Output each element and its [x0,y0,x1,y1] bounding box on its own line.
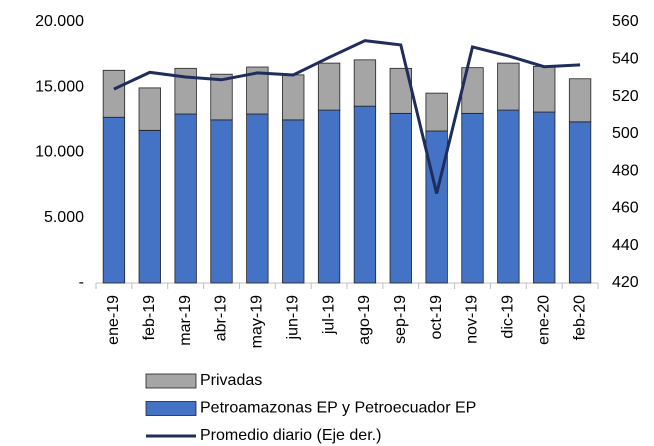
x-tick-label: dic-19 [500,295,517,339]
bar-segment [317,109,341,284]
bar-segment [425,130,448,284]
x-tick-label: jun-19 [284,295,301,341]
x-tick-label: oct-19 [428,295,445,340]
bar-segment [353,105,377,284]
bar-segment [497,109,520,284]
bar-segment [353,59,377,107]
y2-tick-label: 480 [612,162,639,179]
legend-swatch [145,401,197,416]
y-tick-label: 10.000 [35,144,84,161]
x-tick-label: feb-20 [571,295,588,340]
bar-segment [246,113,269,284]
x-tick-label: ene-19 [105,295,122,345]
x-tick-label: nov-19 [464,295,481,344]
bar-segment [210,73,233,121]
bar-segment [461,112,484,284]
y-tick-label: 5.000 [44,209,84,226]
legend-label: Petroamazonas EP y Petroecuador EP [200,400,476,417]
bar-segment [533,65,556,113]
legend-label: Promedio diario (Eje der.) [200,427,381,444]
y2-tick-label: 500 [612,125,639,142]
y2-tick-label: 520 [612,88,639,105]
bar-segment [317,62,341,111]
bar-segment [102,69,126,118]
y2-tick-label: 420 [612,274,639,291]
bar-segment [174,113,197,284]
legend-label: Privadas [200,372,262,389]
x-tick-label: sep-19 [392,295,409,344]
x-tick-label: may-19 [249,295,266,348]
bar-segment [282,74,305,121]
x-tick-label: abr-19 [213,295,230,341]
y2-tick-label: 540 [612,51,639,68]
bar-segment [138,87,161,131]
x-tick-label: jul-19 [320,295,337,335]
bar-segment [568,121,592,284]
bar-segment [138,129,161,284]
bar-segment [425,92,448,132]
x-tick-label: ago-19 [356,295,373,345]
bar-segment [389,112,412,284]
line-series [113,39,581,194]
bar-segment [210,119,233,284]
y-tick-label: 15.000 [35,78,84,95]
bar-segment [533,111,556,284]
x-tick-label: mar-19 [177,295,194,346]
y-tick-label: - [79,274,84,291]
y2-tick-label: 440 [612,237,639,254]
bar-segment [102,116,126,284]
y2-tick-label: 560 [612,13,639,30]
y-tick-label: 20.000 [35,13,84,30]
bar-segment [174,67,197,115]
y2-tick-label: 460 [612,200,639,217]
bar-segment [246,66,269,115]
x-tick-label: ene-20 [535,295,552,345]
bar-segment [282,119,305,284]
legend-swatch [145,373,197,389]
x-tick-label: feb-19 [141,295,158,340]
bar-segment [568,78,592,123]
bar-segment [497,62,520,111]
